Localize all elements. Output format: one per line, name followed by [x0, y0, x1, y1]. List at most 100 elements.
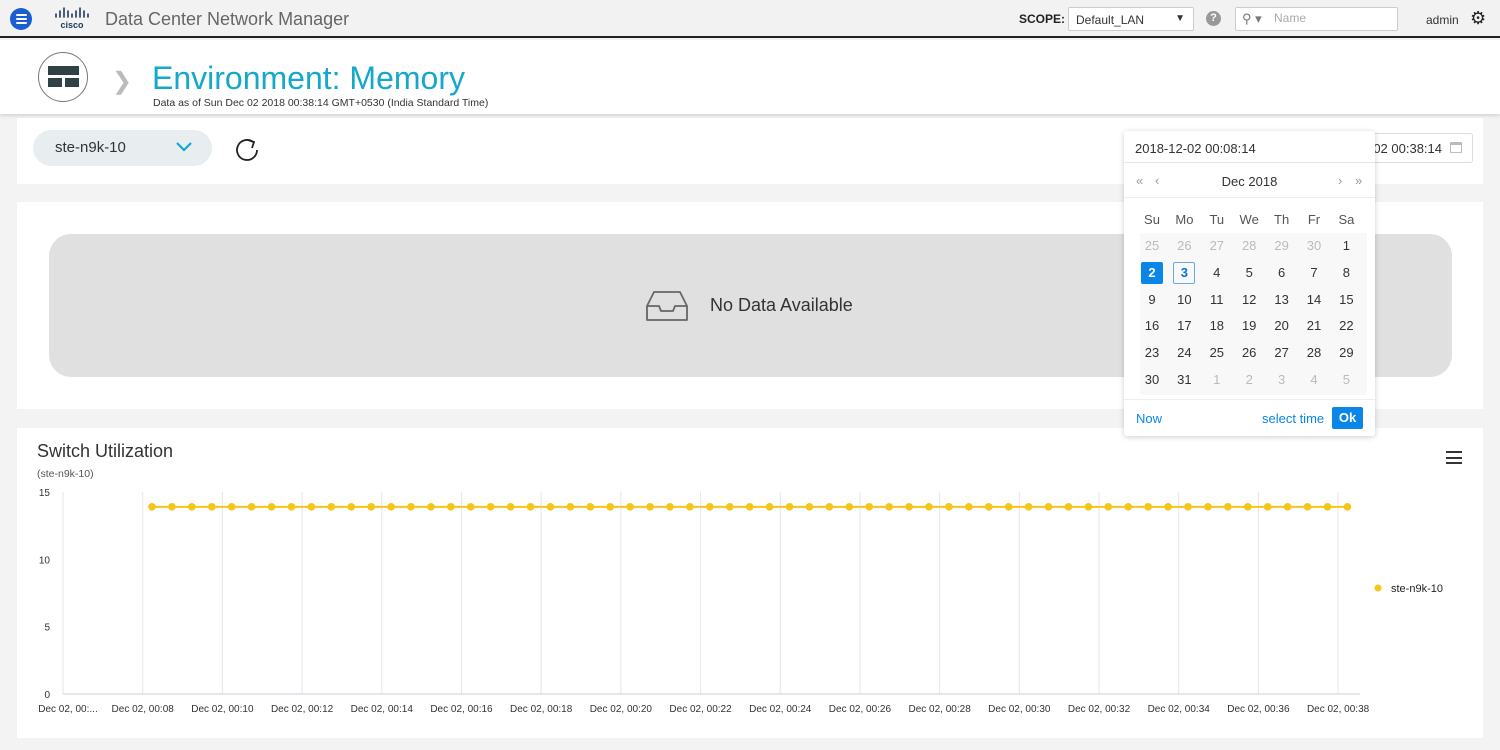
switch-select[interactable]: ste-n9k-10: [33, 130, 212, 166]
scope-value: Default_LAN: [1076, 13, 1145, 27]
datepicker-popup: 2018-12-02 00:08:14 « ‹ Dec 2018 › » Su M…: [1124, 131, 1375, 436]
data-point: [486, 503, 495, 511]
next-month-button[interactable]: ›: [1338, 173, 1343, 188]
hamburger-menu-icon[interactable]: [10, 8, 32, 30]
calendar-day[interactable]: 27: [1274, 345, 1289, 361]
data-point: [765, 503, 774, 511]
calendar-icon[interactable]: [1450, 142, 1462, 153]
x-tick-label: Dec 02, 00:08: [112, 704, 175, 715]
data-point: [1024, 503, 1033, 511]
calendar-day[interactable]: 23: [1144, 345, 1160, 361]
calendar-day[interactable]: 28: [1241, 238, 1257, 253]
month-label[interactable]: Dec 2018: [1221, 174, 1278, 189]
calendar-day[interactable]: 11: [1210, 291, 1224, 307]
data-point: [466, 503, 475, 511]
data-point: [1343, 503, 1352, 511]
gear-icon[interactable]: ⚙: [1470, 8, 1487, 28]
prev-month-button[interactable]: ‹: [1155, 173, 1160, 188]
dashboard-icon[interactable]: [38, 52, 88, 102]
calendar-day[interactable]: 31: [1177, 372, 1192, 387]
search-icon[interactable]: ⚲ ▾: [1242, 11, 1262, 26]
search-box[interactable]: ⚲ ▾: [1235, 7, 1398, 31]
calendar-day[interactable]: 8: [1342, 264, 1350, 280]
calendar-day[interactable]: 1: [1213, 372, 1221, 387]
calendar-day[interactable]: 26: [1241, 345, 1257, 361]
calendar-day[interactable]: 3: [1173, 261, 1196, 284]
calendar-day[interactable]: 10: [1177, 291, 1192, 307]
calendar-day[interactable]: 14: [1306, 291, 1322, 307]
scope-select[interactable]: Default_LAN ▼: [1068, 7, 1194, 31]
calendar-day[interactable]: 18: [1209, 318, 1225, 334]
weekday-header: Fr: [1307, 212, 1321, 227]
calendar-day[interactable]: 25: [1144, 238, 1160, 253]
calendar-day[interactable]: 22: [1339, 318, 1354, 334]
data-point: [706, 503, 714, 511]
now-button[interactable]: Now: [1136, 411, 1163, 426]
top-bar: cisco Data Center Network Manager SCOPE:…: [0, 0, 1500, 38]
data-point: [984, 503, 993, 511]
y-tick-label: 15: [39, 488, 51, 499]
calendar-day[interactable]: 19: [1241, 318, 1257, 334]
x-tick-label: Dec 02, 00:24: [749, 704, 812, 715]
prev-year-button[interactable]: «: [1136, 173, 1144, 188]
calendar-day[interactable]: 29: [1339, 345, 1354, 361]
data-point: [1303, 503, 1312, 511]
x-tick-label: Dec 02, 00:10: [191, 704, 254, 715]
chart-menu-icon[interactable]: [1446, 451, 1462, 464]
calendar-day[interactable]: 30: [1144, 372, 1160, 387]
data-point: [327, 503, 336, 511]
calendar-day[interactable]: 2: [1245, 372, 1253, 387]
user-menu[interactable]: admin: [1426, 13, 1459, 27]
search-input[interactable]: [1274, 11, 1392, 25]
calendar-day[interactable]: 7: [1310, 264, 1318, 280]
calendar-day[interactable]: 4: [1213, 264, 1221, 280]
calendar-day[interactable]: 4: [1310, 372, 1318, 387]
empty-inbox-icon: [646, 291, 688, 321]
data-point: [1263, 503, 1272, 511]
x-tick-label: Dec 02, 00:28: [908, 704, 971, 715]
line-chart: Dec 02, 00:... Dec 02, 00:08 Dec 02, 00:10…: [38, 488, 1443, 715]
calendar-day[interactable]: 21: [1306, 318, 1322, 334]
calendar-day[interactable]: 5: [1342, 372, 1350, 387]
calendar-day[interactable]: 9: [1148, 291, 1156, 307]
data-point: [845, 503, 854, 511]
calendar-day[interactable]: 2: [1141, 261, 1163, 284]
select-time-button[interactable]: select time: [1262, 411, 1325, 426]
calendar-day[interactable]: 26: [1177, 238, 1192, 253]
calendar-day[interactable]: 5: [1245, 264, 1253, 280]
calendar-day[interactable]: 20: [1274, 318, 1289, 334]
calendar-day[interactable]: 25: [1209, 345, 1225, 361]
data-point: [945, 503, 953, 511]
calendar-day[interactable]: 15: [1339, 291, 1354, 307]
y-tick-label: 5: [44, 623, 50, 634]
calendar-day[interactable]: 29: [1274, 238, 1289, 253]
calendar-day[interactable]: 1: [1342, 238, 1350, 253]
calendar-day[interactable]: 3: [1277, 372, 1286, 387]
help-icon[interactable]: ?: [1206, 11, 1221, 26]
calendar-day[interactable]: 28: [1306, 345, 1322, 361]
next-year-button[interactable]: »: [1355, 173, 1363, 188]
calendar-day[interactable]: 27: [1209, 238, 1225, 253]
page-title: Environment: Memory: [152, 60, 465, 96]
data-point: [805, 503, 814, 511]
ok-button[interactable]: Ok: [1332, 407, 1363, 429]
data-point: [1184, 503, 1192, 511]
calendar-day[interactable]: 6: [1277, 264, 1286, 280]
x-tick-label: Dec 02, 00:26: [829, 704, 892, 715]
scope-label: SCOPE:: [1019, 12, 1066, 26]
x-tick-label: Dec 02, 00:22: [669, 704, 732, 715]
datepicker-input[interactable]: 2018-12-02 00:08:14: [1124, 131, 1375, 163]
chart-subtitle: (ste-n9k-10): [37, 468, 94, 480]
calendar-day[interactable]: 17: [1177, 318, 1192, 334]
calendar-day[interactable]: 13: [1274, 291, 1289, 307]
calendar-day[interactable]: 24: [1177, 345, 1192, 361]
x-tick-label: Dec 02, 00:...: [38, 704, 97, 715]
data-timestamp: Data as of Sun Dec 02 2018 00:38:14 GMT+…: [153, 97, 489, 109]
refresh-icon[interactable]: [233, 136, 261, 164]
data-point: [586, 503, 595, 511]
calendar-day[interactable]: 12: [1241, 291, 1257, 307]
dropdown-arrow-icon: ▼: [1175, 13, 1185, 24]
calendar-day[interactable]: 30: [1306, 238, 1322, 253]
calendar-day[interactable]: 16: [1144, 318, 1160, 334]
data-point: [666, 503, 674, 511]
